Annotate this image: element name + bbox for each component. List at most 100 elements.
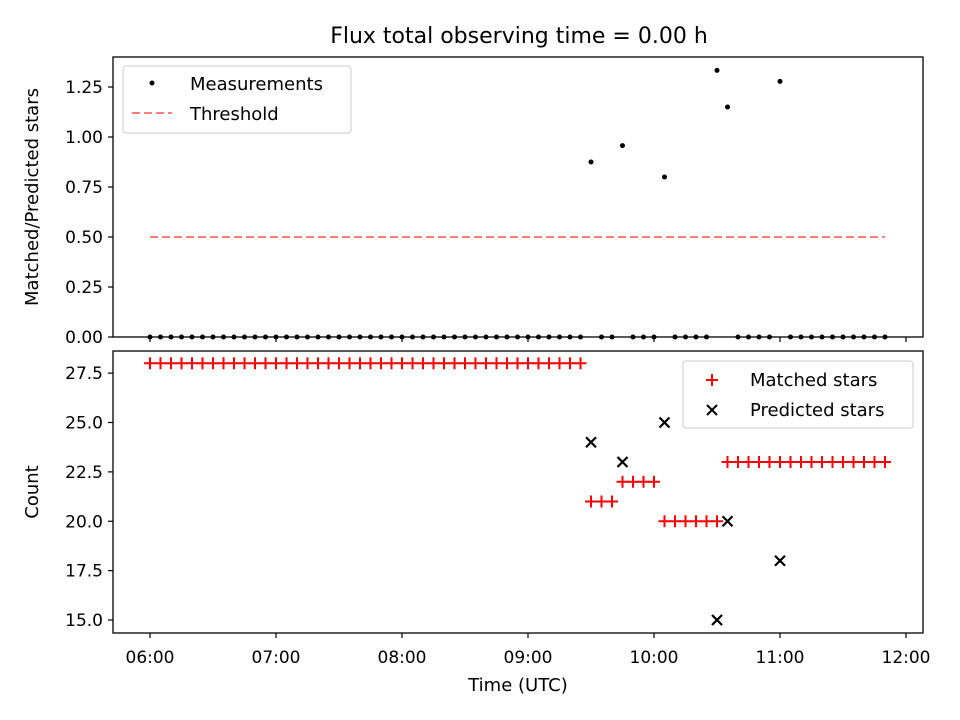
matched-star-marker-60: [774, 456, 786, 468]
top-x-ticks: [149, 337, 907, 342]
matched-star-marker-5: [196, 357, 209, 370]
matched-star-marker-11: [259, 357, 272, 370]
predicted-x-stroke-b: [711, 614, 723, 626]
matched-star-marker-14: [291, 357, 303, 370]
matched-star-marker-68: [858, 456, 870, 468]
bottom-x-tick-label-4: 10:00: [630, 648, 679, 668]
matched-star-marker-58: [753, 456, 765, 468]
matched-star-marker-63: [805, 456, 818, 468]
matched-star-marker-27: [427, 357, 440, 370]
predicted-star-marker-0: [585, 436, 597, 449]
matched-star-marker-20: [354, 357, 366, 370]
matched-star-marker-52: [690, 515, 702, 528]
legend-marker-matched-stars: [706, 374, 718, 386]
matched-star-marker-8: [228, 357, 240, 370]
top-y-tick-label-5: 1.25: [65, 78, 103, 98]
matched-star-marker-3: [175, 357, 188, 370]
matched-star-marker-25: [406, 357, 419, 370]
matched-star-marker-16: [312, 357, 324, 370]
predicted-star-marker-3: [711, 614, 723, 626]
matched-star-marker-41: [574, 357, 587, 370]
matched-star-marker-37: [532, 357, 545, 370]
matched-star-marker-36: [522, 357, 534, 370]
matched-star-marker-46: [627, 475, 639, 488]
matched-star-marker-23: [385, 357, 398, 370]
matched-star-marker-62: [795, 456, 807, 468]
bottom-y-tick-label-4: 25.0: [65, 414, 103, 434]
matched-star-marker-55: [721, 456, 734, 468]
matched-star-marker-64: [816, 456, 828, 468]
matched-star-marker-50: [669, 515, 681, 528]
matched-star-marker-10: [249, 357, 261, 370]
predicted-x-stroke-b: [585, 436, 597, 449]
legend-label-matched-stars: Matched stars: [750, 370, 877, 391]
matched-star-marker-15: [301, 357, 314, 370]
matched-star-marker-43: [595, 495, 608, 508]
bottom-y-tick-label-5: 27.5: [65, 364, 103, 384]
predicted-x-stroke-b: [616, 456, 629, 468]
matched-star-marker-18: [333, 357, 345, 370]
matched-star-marker-38: [543, 357, 555, 370]
matched-star-marker-66: [837, 456, 849, 468]
measurement-point-60: [777, 78, 783, 84]
matched-star-marker-9: [238, 357, 251, 370]
matched-star-marker-57: [742, 456, 755, 468]
legend-label-measurements: Measurements: [190, 74, 323, 95]
matched-star-marker-13: [280, 357, 293, 370]
matched-star-marker-12: [270, 357, 282, 370]
matched-star-marker-51: [679, 515, 692, 528]
matched-star-marker-54: [711, 515, 723, 528]
matched-star-marker-35: [511, 357, 524, 370]
matched-star-marker-21: [364, 357, 377, 370]
bottom-y-axis: 15.0 17.5 20.0 22.5 25.0 27.5: [65, 364, 113, 631]
measurement-point-54: [714, 67, 720, 73]
matched-star-marker-32: [480, 357, 492, 370]
matched-star-marker-19: [343, 357, 356, 370]
top-y-tick-label-4: 1.00: [65, 128, 103, 148]
top-y-tick-label-2: 0.50: [65, 228, 103, 248]
matched-star-marker-24: [396, 357, 408, 370]
matched-star-marker-45: [616, 475, 629, 488]
bottom-y-tick-label-2: 20.0: [65, 512, 103, 532]
bottom-x-tick-label-2: 08:00: [378, 648, 427, 668]
bottom-legend-frame: [682, 360, 914, 429]
matched-star-marker-4: [186, 357, 198, 370]
bottom-x-tick-label-5: 11:00: [756, 648, 805, 668]
matched-star-marker-17: [322, 357, 335, 370]
top-y-tick-label-0: 0.00: [65, 328, 103, 348]
matched-star-marker-65: [826, 456, 839, 468]
matched-star-marker-48: [648, 475, 660, 488]
bottom-x-tick-label-3: 09:00: [504, 648, 553, 668]
bottom-y-tick-label-1: 17.5: [65, 562, 103, 582]
measurement-point-42: [588, 159, 594, 165]
matched-star-marker-28: [438, 357, 450, 370]
matched-star-marker-31: [469, 357, 482, 370]
matched-star-marker-61: [784, 456, 797, 468]
legend-label-predicted-stars: Predicted stars: [750, 400, 884, 421]
matched-star-marker-30: [459, 357, 471, 370]
bottom-y-axis-label: Count: [22, 465, 43, 518]
top-y-tick-label-3: 0.75: [65, 178, 103, 198]
top-y-axis-label: Matched/Predicted stars: [22, 88, 43, 306]
bottom-plot-area: [144, 357, 891, 626]
bottom-legend: Matched stars Predicted stars: [682, 360, 914, 429]
predicted-star-marker-1: [616, 456, 629, 468]
matched-star-marker-22: [375, 357, 387, 370]
bottom-x-axis: 06:00 07:00 08:00 09:00 10:00 11:00 12:00: [126, 633, 931, 668]
bottom-x-axis-label: Time (UTC): [467, 675, 568, 696]
bottom-y-tick-label-3: 22.5: [65, 463, 103, 483]
matched-star-marker-1: [154, 357, 167, 370]
matched-star-marker-33: [490, 357, 503, 370]
top-y-tick-label-1: 0.25: [65, 278, 103, 298]
bottom-axes: 15.0 17.5 20.0 22.5 25.0 27.5 06:00 07:00 08:00…: [22, 350, 931, 696]
bottom-axes-frame: [112, 350, 924, 634]
matched-star-marker-42: [585, 495, 597, 508]
figure-title: Flux total observing time = 0.00 h: [330, 24, 708, 49]
bottom-y-tick-label-0: 15.0: [65, 611, 103, 631]
predicted-star-marker-4: [721, 515, 734, 528]
top-legend-frame: [122, 65, 352, 134]
matched-star-marker-34: [501, 357, 513, 370]
bottom-x-tick-label-0: 06:00: [126, 648, 175, 668]
matched-star-marker-49: [658, 515, 671, 528]
